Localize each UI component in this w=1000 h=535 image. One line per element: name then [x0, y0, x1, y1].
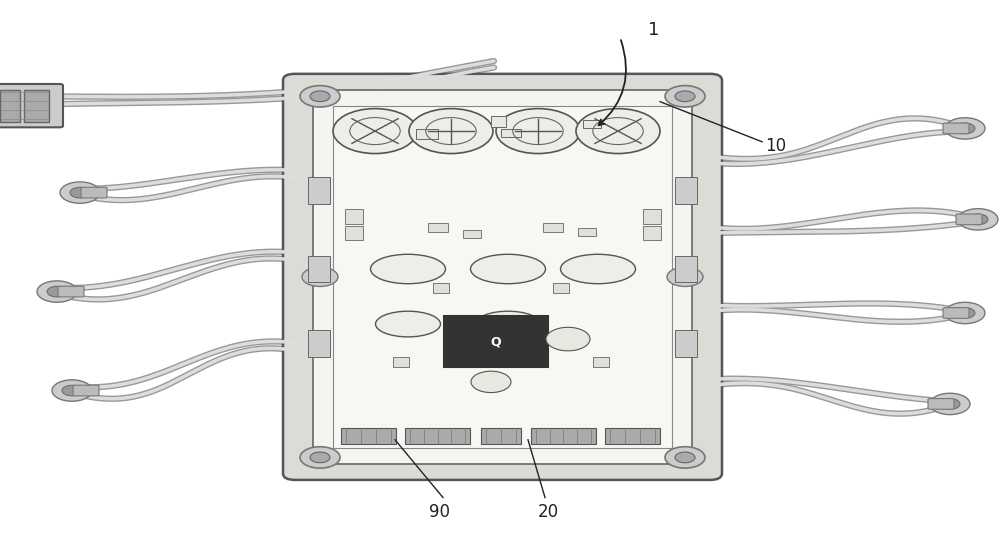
FancyBboxPatch shape [24, 90, 49, 122]
FancyBboxPatch shape [501, 129, 521, 137]
Circle shape [667, 268, 703, 287]
FancyBboxPatch shape [956, 214, 982, 225]
Circle shape [955, 308, 975, 318]
Circle shape [311, 272, 329, 282]
Circle shape [665, 447, 705, 468]
Circle shape [47, 286, 67, 297]
Circle shape [310, 452, 330, 463]
Ellipse shape [560, 254, 636, 284]
FancyBboxPatch shape [308, 256, 330, 282]
Circle shape [52, 380, 92, 401]
Circle shape [675, 452, 695, 463]
Ellipse shape [476, 311, 540, 337]
Circle shape [60, 182, 100, 203]
FancyBboxPatch shape [308, 177, 330, 204]
Ellipse shape [370, 254, 446, 284]
FancyBboxPatch shape [73, 385, 99, 396]
FancyBboxPatch shape [943, 123, 969, 134]
FancyBboxPatch shape [0, 84, 63, 127]
FancyBboxPatch shape [928, 399, 954, 409]
FancyBboxPatch shape [341, 428, 396, 444]
FancyBboxPatch shape [583, 120, 601, 128]
FancyBboxPatch shape [444, 316, 548, 368]
FancyBboxPatch shape [405, 428, 470, 444]
FancyBboxPatch shape [643, 226, 661, 240]
Circle shape [496, 109, 580, 154]
Text: Q: Q [491, 335, 501, 348]
FancyBboxPatch shape [345, 209, 363, 224]
Text: 90: 90 [430, 503, 450, 521]
Circle shape [37, 281, 77, 302]
FancyBboxPatch shape [943, 308, 969, 318]
FancyBboxPatch shape [416, 129, 438, 139]
Circle shape [576, 109, 660, 154]
Circle shape [70, 187, 90, 198]
Circle shape [955, 123, 975, 134]
Circle shape [62, 385, 82, 396]
Circle shape [302, 268, 338, 287]
FancyBboxPatch shape [675, 256, 697, 282]
FancyBboxPatch shape [393, 357, 409, 368]
FancyBboxPatch shape [58, 286, 84, 297]
FancyBboxPatch shape [345, 226, 363, 240]
FancyBboxPatch shape [81, 187, 107, 198]
Circle shape [958, 209, 998, 230]
Ellipse shape [471, 254, 546, 284]
FancyBboxPatch shape [605, 428, 660, 444]
Circle shape [940, 399, 960, 409]
FancyBboxPatch shape [333, 106, 672, 448]
Circle shape [471, 371, 511, 393]
Text: 10: 10 [765, 136, 786, 155]
FancyBboxPatch shape [481, 428, 521, 444]
Circle shape [546, 327, 590, 351]
Text: 1: 1 [648, 21, 659, 40]
Circle shape [300, 447, 340, 468]
FancyBboxPatch shape [308, 330, 330, 357]
Circle shape [665, 86, 705, 107]
Circle shape [945, 302, 985, 324]
FancyBboxPatch shape [463, 359, 483, 368]
FancyBboxPatch shape [463, 230, 481, 238]
Circle shape [409, 109, 493, 154]
FancyBboxPatch shape [433, 283, 449, 293]
FancyBboxPatch shape [578, 228, 596, 235]
Circle shape [930, 393, 970, 415]
FancyBboxPatch shape [675, 330, 697, 357]
Circle shape [968, 214, 988, 225]
FancyBboxPatch shape [313, 90, 692, 464]
Circle shape [675, 91, 695, 102]
Circle shape [676, 272, 694, 282]
FancyBboxPatch shape [675, 177, 697, 204]
FancyBboxPatch shape [0, 90, 20, 122]
Ellipse shape [376, 311, 440, 337]
FancyBboxPatch shape [593, 357, 609, 368]
FancyBboxPatch shape [553, 283, 569, 293]
FancyBboxPatch shape [491, 116, 506, 127]
FancyBboxPatch shape [643, 209, 661, 224]
FancyBboxPatch shape [531, 428, 596, 444]
Circle shape [333, 109, 417, 154]
FancyBboxPatch shape [523, 359, 543, 368]
Circle shape [945, 118, 985, 139]
FancyBboxPatch shape [283, 74, 722, 480]
Text: 20: 20 [537, 503, 559, 521]
Circle shape [300, 86, 340, 107]
FancyBboxPatch shape [428, 223, 448, 232]
FancyBboxPatch shape [543, 223, 563, 232]
Circle shape [310, 91, 330, 102]
